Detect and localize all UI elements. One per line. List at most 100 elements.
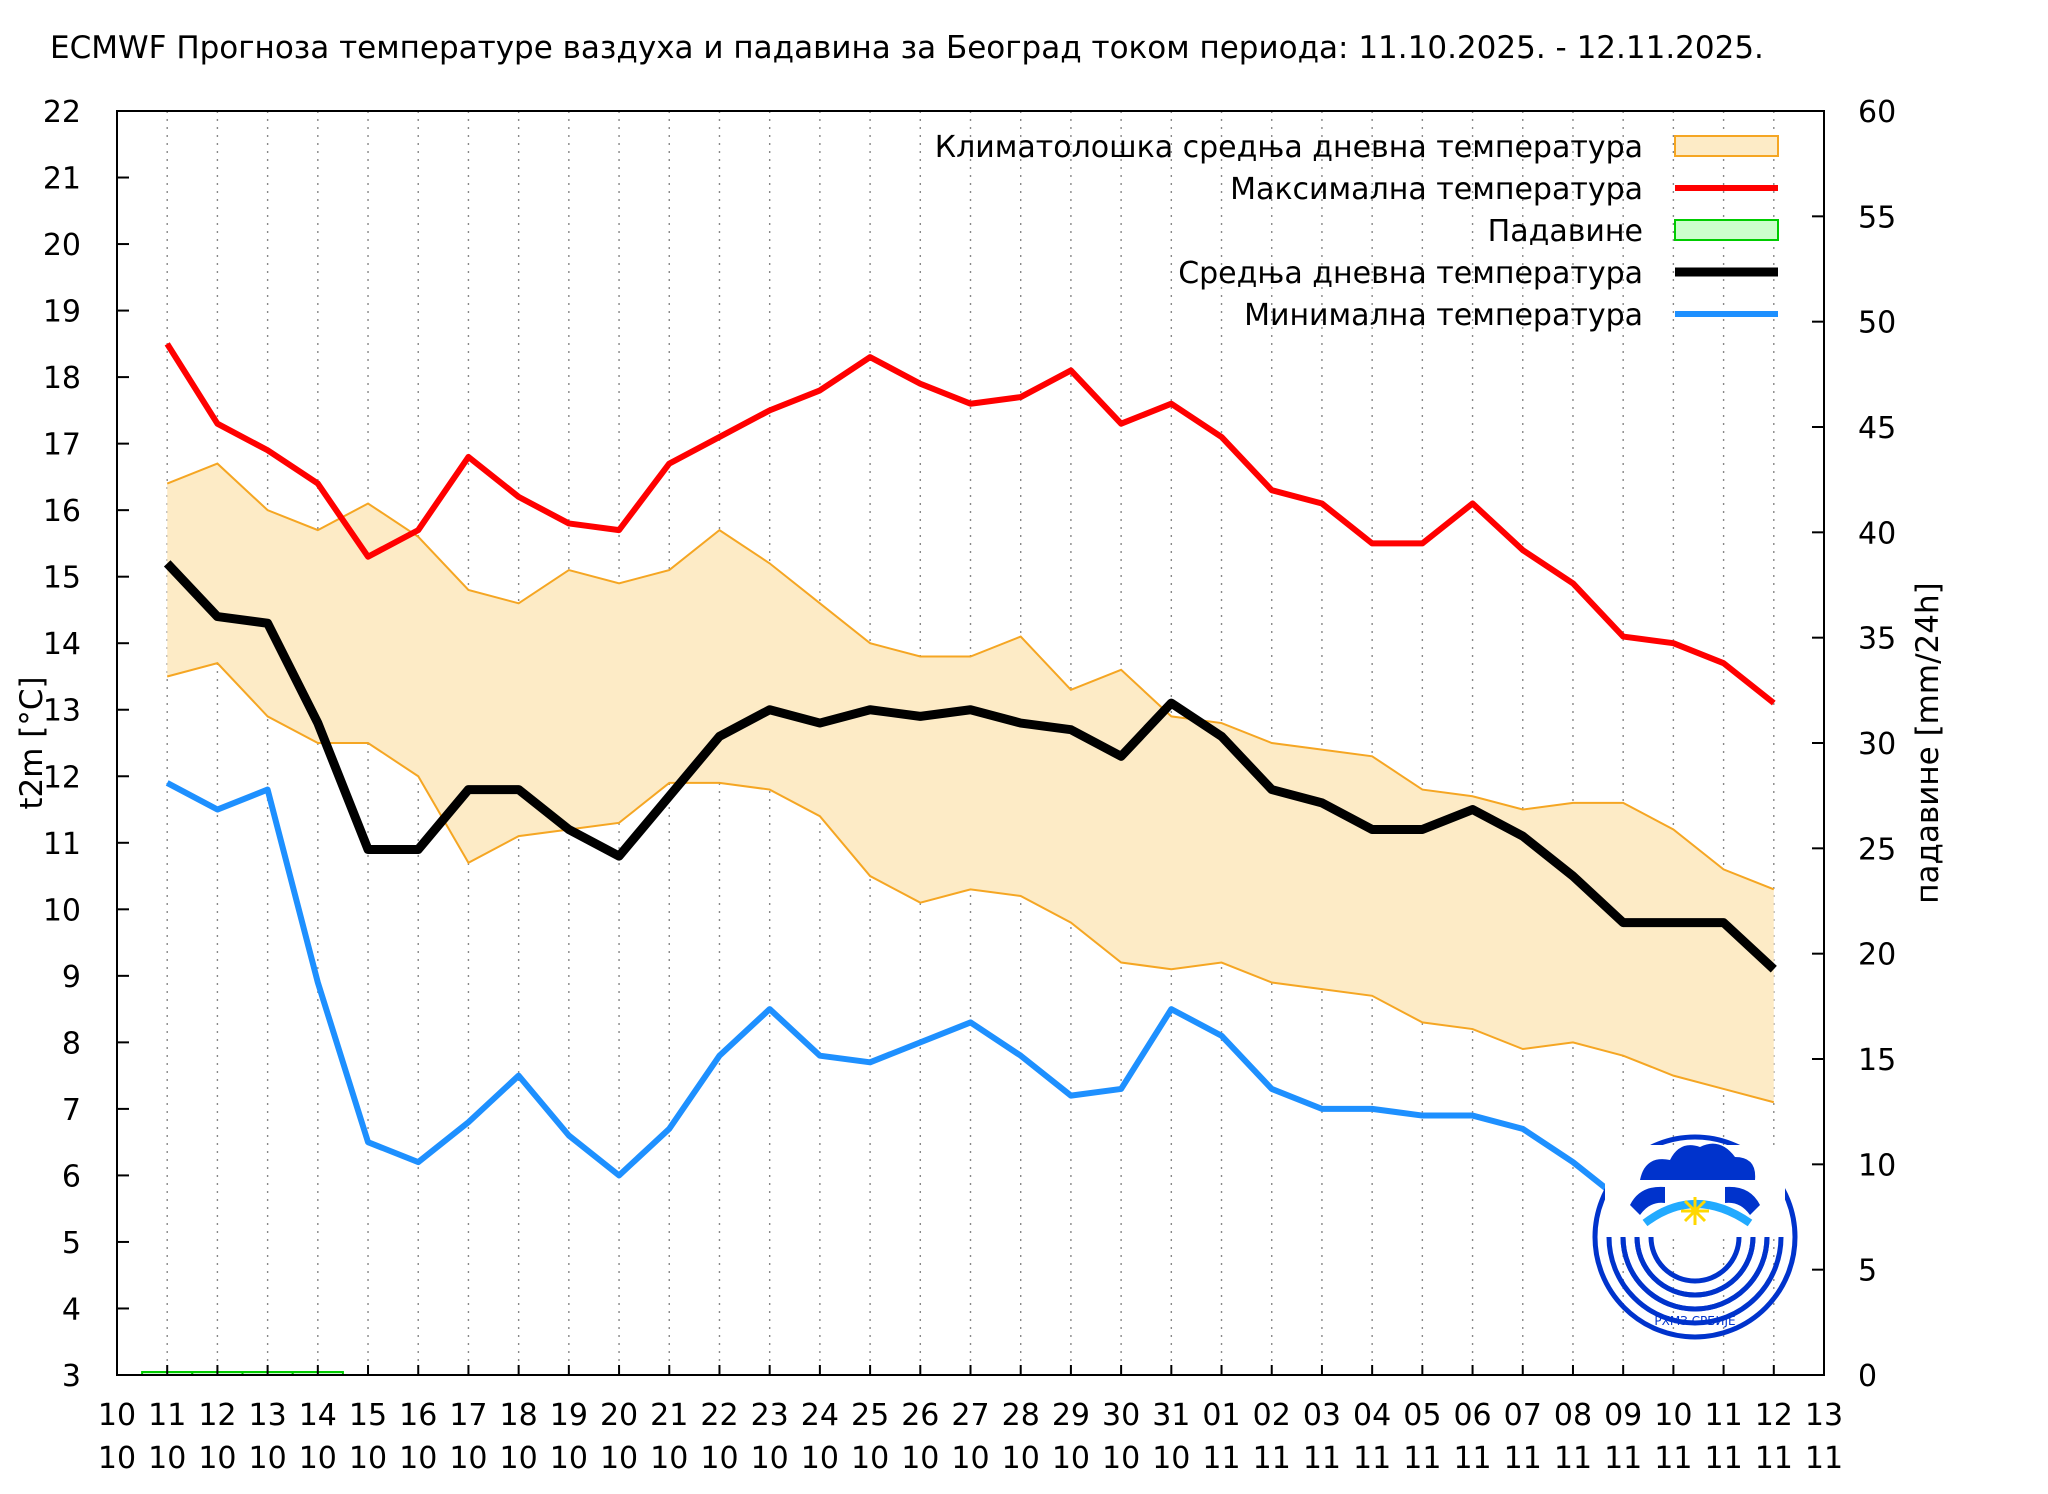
x-tick-day: 01: [1202, 1398, 1240, 1433]
y-tick-label: 22: [43, 95, 81, 130]
x-tick-day: 22: [700, 1398, 738, 1433]
y2-tick-label: 25: [1858, 832, 1896, 867]
y2-tick-label: 0: [1858, 1359, 1877, 1394]
x-tick-month: 11: [1353, 1441, 1391, 1476]
x-tick-day: 08: [1554, 1398, 1592, 1433]
x-tick-day: 04: [1353, 1398, 1391, 1433]
y-tick-label: 9: [62, 960, 81, 995]
x-tick-month: 10: [650, 1441, 688, 1476]
x-tick-month: 10: [1002, 1441, 1040, 1476]
climatology-upper-line: [166, 462, 1775, 891]
x-tick-day: 21: [650, 1398, 688, 1433]
x-tick-month: 10: [600, 1441, 638, 1476]
x-tick-day: 27: [951, 1398, 989, 1433]
x-tick-month: 10: [249, 1441, 287, 1476]
climatology-lower-line: [166, 662, 1775, 1104]
x-tick-day: 15: [349, 1398, 387, 1433]
x-tick-day: 13: [249, 1398, 287, 1433]
y2-tick-label: 15: [1858, 1043, 1896, 1078]
legend-label: Минимална температура: [1244, 298, 1643, 333]
x-tick-month: 11: [1202, 1441, 1240, 1476]
y2-tick-label: 55: [1858, 200, 1896, 235]
x-tick-day: 11: [1704, 1398, 1742, 1433]
x-tick-day: 09: [1604, 1398, 1642, 1433]
y2-axis-label: падавине [mm/24h]: [1910, 582, 1946, 903]
y-tick-label: 10: [43, 893, 81, 928]
y2-tick-label: 5: [1858, 1254, 1877, 1289]
y-tick-label: 13: [43, 694, 81, 729]
series-line: [165, 780, 1774, 1212]
x-tick-day: 28: [1002, 1398, 1040, 1433]
climatology-band-area: [167, 463, 1774, 1103]
y-axis-right: 0 5 10 15 20 25 30 35 40 45 50 55 60: [1812, 95, 1896, 1394]
x-tick-month: 11: [1704, 1441, 1742, 1476]
legend: Климатолошка средња дневна температура Ма…: [935, 130, 1779, 333]
x-tick-month: 10: [851, 1441, 889, 1476]
y-axis-left: 3 4 5 6 7 8 9 10 11 12 13 14 15 16 17 18 19 20 21 22: [43, 95, 129, 1394]
climatology-band: [166, 462, 1775, 1104]
x-tick-month: 10: [751, 1441, 789, 1476]
legend-label: Падавине: [1488, 214, 1643, 249]
x-tick-day: 06: [1453, 1398, 1491, 1433]
x-tick-day: 29: [1052, 1398, 1090, 1433]
x-tick-day: 13: [1805, 1398, 1843, 1433]
y2-tick-label: 30: [1858, 727, 1896, 762]
x-tick-month: 11: [1453, 1441, 1491, 1476]
series-line: [163, 560, 1777, 973]
y-tick-label: 21: [43, 162, 81, 197]
x-tick-month: 10: [700, 1441, 738, 1476]
x-tick-month: 11: [1755, 1441, 1793, 1476]
y-tick-label: 19: [43, 295, 81, 330]
x-tick-day: 11: [148, 1398, 186, 1433]
legend-label: Средња дневна температура: [1178, 256, 1643, 291]
x-tick-month: 10: [449, 1441, 487, 1476]
x-tick-month: 11: [1303, 1441, 1341, 1476]
y-axis-label: t2m [°C]: [14, 676, 50, 809]
x-tick-day: 03: [1303, 1398, 1341, 1433]
x-tick-day: 23: [751, 1398, 789, 1433]
x-tick-month: 10: [148, 1441, 186, 1476]
chart-title: ECMWF Прогноза температуре ваздуха и пад…: [50, 30, 1764, 66]
legend-label: Климатолошка средња дневна температура: [935, 130, 1643, 165]
x-tick-day: 02: [1253, 1398, 1291, 1433]
x-tick-month: 10: [500, 1441, 538, 1476]
y-tick-label: 7: [62, 1093, 81, 1128]
x-tick-month: 10: [550, 1441, 588, 1476]
y-tick-label: 14: [43, 627, 81, 662]
legend-label: Максимална температура: [1230, 172, 1643, 207]
x-tick-month: 10: [901, 1441, 939, 1476]
x-tick-day: 14: [299, 1398, 337, 1433]
x-tick-month: 10: [801, 1441, 839, 1476]
y-tick-label: 18: [43, 361, 81, 396]
x-tick-day: 25: [851, 1398, 889, 1433]
y-tick-label: 17: [43, 428, 81, 463]
x-tick-month: 10: [98, 1441, 136, 1476]
x-tick-day: 24: [801, 1398, 839, 1433]
x-tick-month: 10: [349, 1441, 387, 1476]
x-tick-day: 12: [1755, 1398, 1793, 1433]
y-tick-label: 20: [43, 228, 81, 263]
x-tick-day: 10: [98, 1398, 136, 1433]
y-tick-label: 3: [62, 1359, 81, 1394]
y-tick-label: 11: [43, 827, 81, 862]
rhmz-logo-icon: РХМЗ СРБИЈЕ: [1592, 1134, 1798, 1340]
x-tick-day: 12: [198, 1398, 236, 1433]
series-lines: [163, 342, 1777, 1212]
y-tick-label: 5: [62, 1226, 81, 1261]
x-tick-day: 31: [1152, 1398, 1190, 1433]
x-tick-month: 10: [951, 1441, 989, 1476]
logo-text: РХМЗ СРБИЈЕ: [1654, 1314, 1735, 1328]
y-tick-label: 6: [62, 1159, 81, 1194]
y-tick-label: 4: [62, 1292, 81, 1327]
x-tick-day: 16: [399, 1398, 437, 1433]
legend-swatch: [1674, 219, 1779, 241]
x-tick-month: 10: [299, 1441, 337, 1476]
x-tick-day: 30: [1102, 1398, 1140, 1433]
legend-swatch: [1674, 135, 1779, 157]
x-tick-day: 05: [1403, 1398, 1441, 1433]
y-tick-label: 8: [62, 1026, 81, 1061]
x-tick-month: 10: [1102, 1441, 1140, 1476]
y-tick-label: 15: [43, 561, 81, 596]
y-tick-label: 16: [43, 494, 81, 529]
